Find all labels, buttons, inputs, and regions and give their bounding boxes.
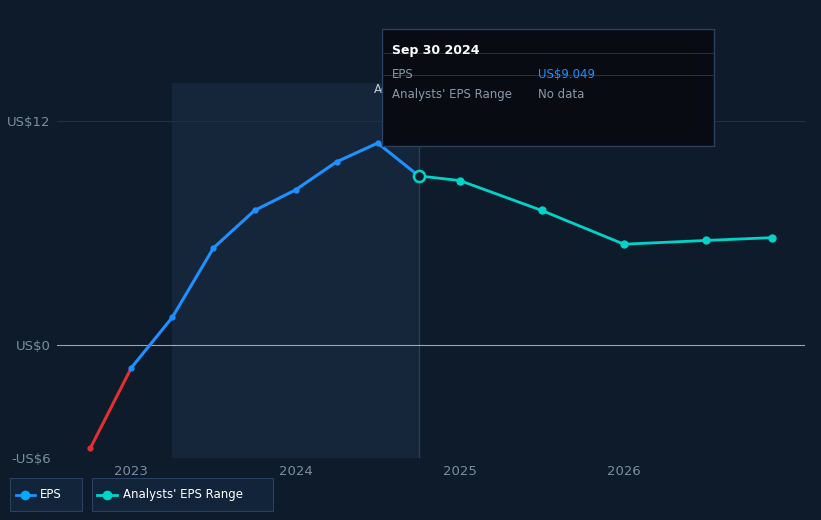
- Text: US$9.049: US$9.049: [538, 68, 594, 81]
- Text: EPS: EPS: [40, 488, 62, 501]
- Text: No data: No data: [538, 88, 584, 101]
- Text: Analysts' EPS Range: Analysts' EPS Range: [392, 88, 511, 101]
- Text: Analysts Forecasts: Analysts Forecasts: [427, 83, 537, 96]
- Text: Analysts' EPS Range: Analysts' EPS Range: [122, 488, 243, 501]
- Text: Actual: Actual: [374, 83, 410, 96]
- Text: Sep 30 2024: Sep 30 2024: [392, 44, 479, 57]
- Bar: [172, 83, 419, 458]
- Text: EPS: EPS: [392, 68, 413, 81]
